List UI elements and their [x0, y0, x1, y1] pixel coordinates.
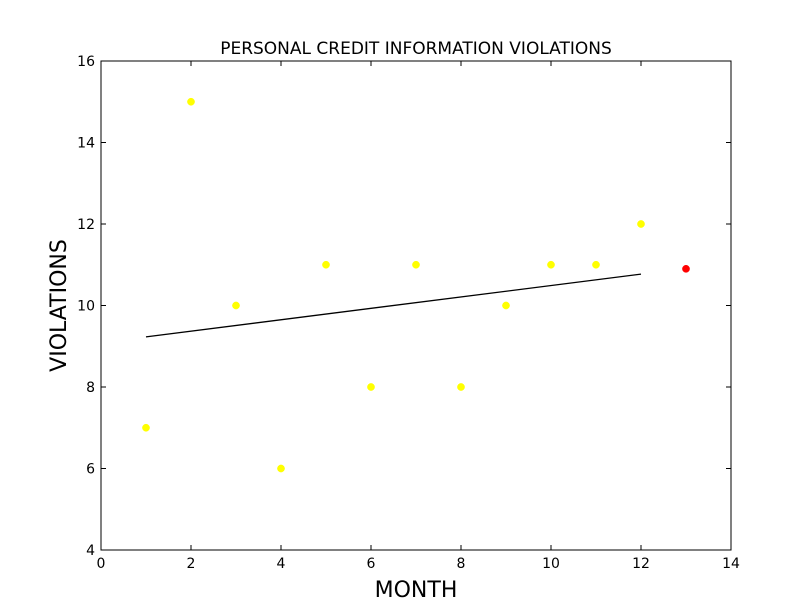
trend-line: [145, 273, 642, 338]
data-point: [457, 383, 465, 391]
data-point: [142, 423, 150, 432]
data-point: [637, 220, 645, 228]
x-tick-label: 10: [542, 556, 560, 572]
data-point: [187, 97, 195, 106]
y-tick-label: 14: [77, 136, 95, 152]
data-point: [232, 301, 240, 310]
data-point: [277, 464, 285, 473]
x-tick-label: 14: [722, 556, 740, 572]
data-point: [502, 301, 510, 310]
x-tick-label: 2: [187, 556, 196, 572]
highlight-data-point: [682, 264, 690, 273]
plot-frame: [100, 60, 732, 551]
y-tick-label: 6: [86, 462, 95, 478]
y-tick-label: 12: [77, 217, 95, 233]
y-tick-label: 8: [86, 380, 95, 396]
chart-title: PERSONAL CREDIT INFORMATION VIOLATIONS: [220, 39, 612, 59]
x-tick-label: 4: [277, 556, 286, 572]
data-point: [367, 383, 375, 391]
x-tick-label: 0: [97, 556, 106, 572]
data-point: [592, 260, 600, 269]
y-tick-label: 4: [86, 543, 95, 559]
y-tick-label: 10: [77, 299, 95, 315]
x-axis-label: MONTH: [375, 578, 458, 603]
x-tick-label: 8: [457, 556, 466, 572]
y-tick-label: 16: [77, 54, 95, 70]
x-tick-label: 6: [367, 556, 376, 572]
data-point: [322, 260, 330, 269]
data-point: [412, 260, 420, 269]
x-tick-label: 12: [632, 556, 650, 572]
data-point: [547, 260, 555, 269]
y-axis-label: VIOLATIONS: [47, 239, 72, 372]
